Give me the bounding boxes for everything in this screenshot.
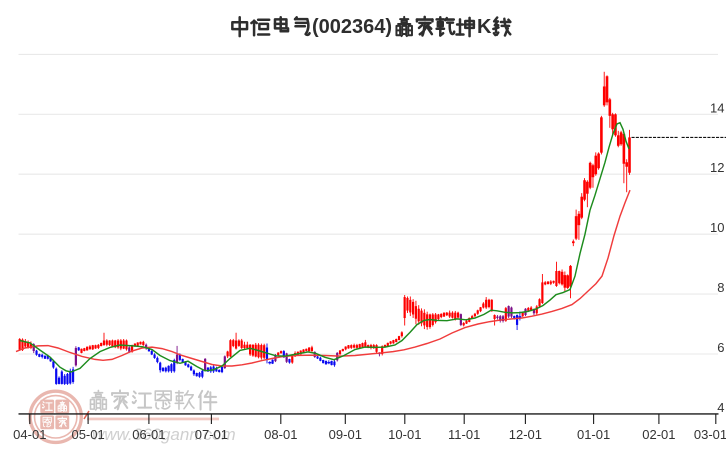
svg-text:06-01: 06-01 xyxy=(132,427,165,442)
svg-text:12: 12 xyxy=(710,160,724,175)
svg-text:10-01: 10-01 xyxy=(388,427,421,442)
svg-text:08-01: 08-01 xyxy=(264,427,297,442)
svg-text:14: 14 xyxy=(710,100,724,115)
svg-text:10: 10 xyxy=(710,220,724,235)
svg-text:4: 4 xyxy=(717,400,724,415)
svg-text:04-01: 04-01 xyxy=(13,427,46,442)
svg-text:05-01: 05-01 xyxy=(71,427,104,442)
svg-text:01-01: 01-01 xyxy=(577,427,610,442)
svg-text:www.360gann.com: www.360gann.com xyxy=(92,425,236,444)
svg-text:(002364): (002364) xyxy=(312,16,392,38)
svg-text:11-01: 11-01 xyxy=(448,427,480,442)
svg-text:03-01: 03-01 xyxy=(694,427,726,442)
svg-text:6: 6 xyxy=(717,340,724,355)
svg-text:K: K xyxy=(477,16,492,38)
svg-text:12-01: 12-01 xyxy=(509,427,542,442)
svg-text:02-01: 02-01 xyxy=(642,427,675,442)
svg-text:8: 8 xyxy=(717,280,724,295)
svg-text:07-01: 07-01 xyxy=(195,427,228,442)
svg-text:09-01: 09-01 xyxy=(329,427,362,442)
